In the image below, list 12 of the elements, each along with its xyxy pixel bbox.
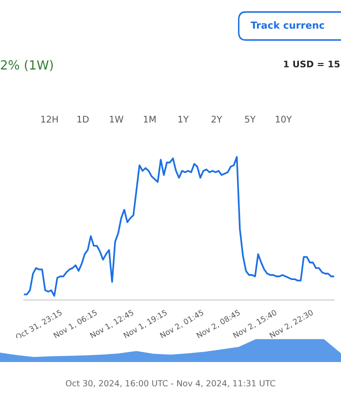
text: Track currenc [250,21,324,29]
text: 2% (1W) [0,60,53,72]
text: 10Y [276,116,292,123]
text: 1W [110,116,124,122]
text: 1 USD = 15 [284,60,340,68]
text: 5Y [245,116,256,123]
text: 2Y [212,116,222,122]
text: 1D [78,116,89,122]
text: 1M [144,116,156,122]
text: 12H [41,116,58,122]
text: 1Y [178,116,189,122]
text: Oct 30, 2024, 16:00 UTC - Nov 4, 2024, 11:31 UTC [66,380,276,388]
